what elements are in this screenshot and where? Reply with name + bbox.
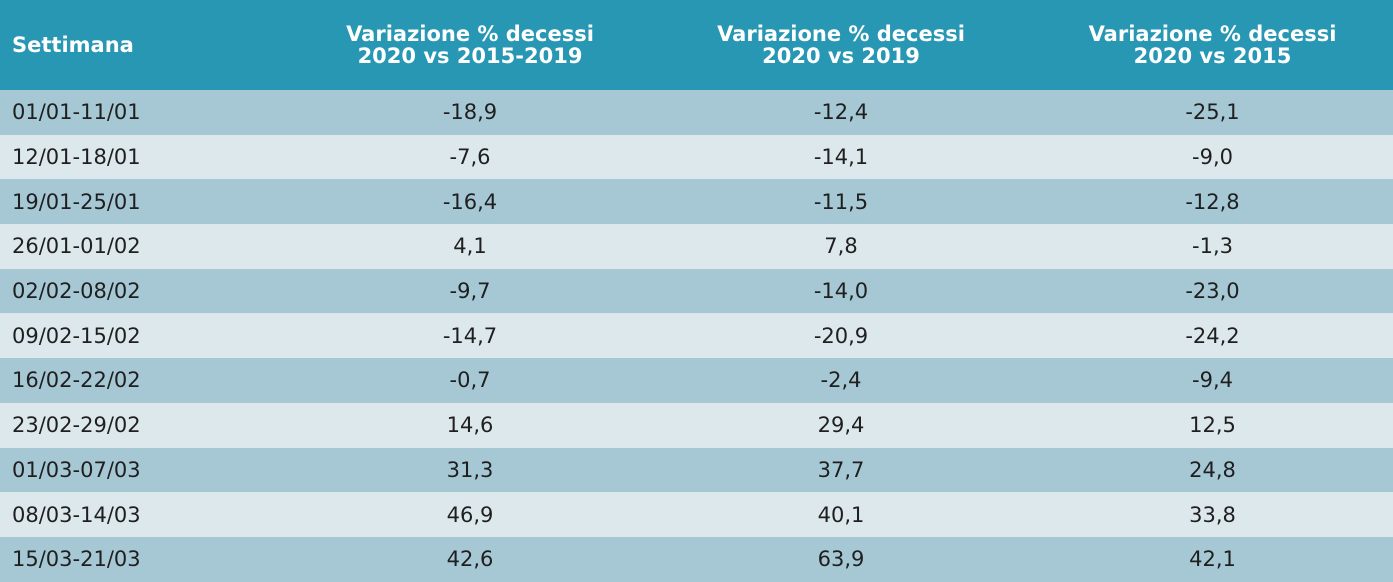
table-row: 01/03-07/03 31,3 37,7 24,8 [0,447,1393,493]
table-row: 12/01-18/01 -7,6 -14,1 -9,0 [0,134,1393,180]
vs-2019-cell: -12,4 [813,100,869,125]
table-row: 26/01-01/02 4,1 7,8 -1,3 [0,224,1393,269]
vs-2015-2019-cell: -0,7 [449,368,491,393]
table-header: Settimana Variazione % decessi 2020 vs 2… [0,0,1393,90]
vs-2015-cell: 42,1 [1189,547,1236,572]
vs-2015-2019-cell: -16,4 [442,189,498,214]
week-cell: 01/01-11/01 [12,100,141,125]
header-vs-2015-2019-line2: 2020 vs 2015-2019 [357,44,583,68]
week-cell: 26/01-01/02 [12,234,141,259]
vs-2019-cell: -14,1 [813,145,869,170]
header-week: Settimana [12,33,134,57]
vs-2015-cell: -9,0 [1192,145,1233,170]
header-vs-2015: Variazione % decessi 2020 vs 2015 [1032,0,1393,90]
vs-2015-2019-cell: 14,6 [446,413,494,438]
table-row: 01/01-11/01 -18,9 -12,4 -25,1 [0,90,1393,135]
vs-2015-cell: 24,8 [1189,457,1236,482]
table-row: 23/02-29/02 14,6 29,4 12,5 [0,402,1393,448]
header-vs-2015-line1: Variazione % decessi [1088,22,1337,46]
header-vs-2019-line2: 2020 vs 2019 [762,44,920,68]
vs-2015-2019-cell: 42,6 [446,547,494,572]
vs-2019-cell: 37,7 [817,457,865,482]
table-body: 01/01-11/01 -18,9 -12,4 -25,1 12/01-18/01 -7,… [0,90,1393,582]
vs-2015-2019-cell: -7,6 [449,145,491,170]
table-row: 09/02-15/02 -14,7 -20,9 -24,2 [0,313,1393,359]
vs-2015-2019-cell: 46,9 [446,502,494,527]
header-vs-2015-2019-line1: Variazione % decessi [346,22,594,46]
week-cell: 08/03-14/03 [12,502,141,527]
vs-2019-cell: -14,0 [813,279,869,304]
vs-2019-cell: 40,1 [817,502,865,527]
vs-2015-cell: -24,2 [1185,323,1240,348]
header-vs-2015-2019: Variazione % decessi 2020 vs 2015-2019 [290,0,650,90]
vs-2015-cell: -25,1 [1185,100,1240,125]
vs-2015-2019-cell: -18,9 [442,100,498,125]
week-cell: 15/03-21/03 [12,547,141,572]
vs-2019-cell: 29,4 [817,413,865,438]
table-row: 08/03-14/03 46,9 40,1 33,8 [0,492,1393,537]
week-cell: 19/01-25/01 [12,189,141,214]
vs-2015-2019-cell: -9,7 [449,279,491,304]
week-cell: 01/03-07/03 [12,457,141,482]
week-cell: 12/01-18/01 [12,145,141,170]
vs-2015-2019-cell: 4,1 [453,234,487,259]
vs-2015-cell: -9,4 [1192,368,1233,393]
header-vs-2019-line1: Variazione % decessi [717,22,965,46]
vs-2015-cell: 12,5 [1189,413,1236,438]
vs-2019-cell: -2,4 [820,368,862,393]
vs-2019-cell: 63,9 [817,547,865,572]
vs-2015-cell: -1,3 [1192,234,1233,259]
vs-2015-2019-cell: -14,7 [442,323,498,348]
table-row: 02/02-08/02 -9,7 -14,0 -23,0 [0,268,1393,314]
table-row: 15/03-21/03 42,6 63,9 42,1 [0,536,1393,582]
week-cell: 23/02-29/02 [12,413,141,438]
table-row: 19/01-25/01 -16,4 -11,5 -12,8 [0,179,1393,225]
table-row: 16/02-22/02 -0,7 -2,4 -9,4 [0,358,1393,403]
vs-2019-cell: -11,5 [813,189,869,214]
vs-2015-cell: 33,8 [1189,502,1236,527]
vs-2015-2019-cell: 31,3 [446,457,494,482]
header-vs-2015-line2: 2020 vs 2015 [1133,44,1292,68]
vs-2015-cell: -12,8 [1185,189,1240,214]
vs-2019-cell: -20,9 [813,323,869,348]
vs-2019-cell: 7,8 [824,234,858,259]
header-row: Settimana Variazione % decessi 2020 vs 2… [0,0,1393,90]
week-cell: 02/02-08/02 [12,279,141,304]
header-vs-2019: Variazione % decessi 2020 vs 2019 [650,0,1032,90]
vs-2015-cell: -23,0 [1185,279,1240,304]
week-cell: 16/02-22/02 [12,368,141,393]
week-cell: 09/02-15/02 [12,323,141,348]
